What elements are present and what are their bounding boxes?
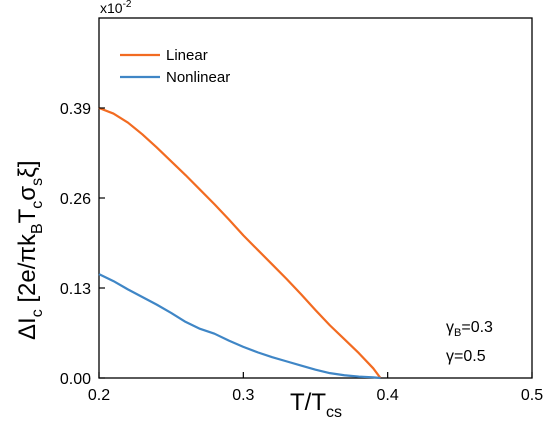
series-layer: [98, 106, 382, 380]
series-line-linear: [98, 106, 382, 379]
legend-label-nonlinear: Nonlinear: [166, 69, 230, 86]
annotation-gamma-b: γB=0.3: [446, 319, 493, 339]
x-tick-label: 0.4: [377, 387, 399, 404]
x-tick-label: 0.2: [88, 387, 110, 404]
legend: Linear Nonlinear: [120, 47, 230, 86]
annotation-gamma: γ=0.5: [446, 348, 486, 365]
x-tick-label: 0.5: [521, 387, 543, 404]
x-tick-label: 0.3: [232, 387, 254, 404]
y-tick-label: 0.39: [60, 101, 91, 118]
legend-label-linear: Linear: [166, 47, 208, 64]
y-tick-label: 0.00: [60, 371, 91, 388]
y-axis-title: ΔIc [2e/πkBTcσsξ]: [14, 160, 46, 340]
y-multiplier-label: x10-2: [100, 0, 132, 16]
y-tick-label: 0.13: [60, 281, 91, 298]
x-axis-title: T/Tcs: [290, 389, 342, 421]
y-tick-label: 0.26: [60, 191, 91, 208]
tick-layer: 0.2 0.3 0.4 0.5 0.00 0.13 0.26 0.39: [60, 101, 543, 404]
series-line-nonlinear: [98, 273, 381, 380]
